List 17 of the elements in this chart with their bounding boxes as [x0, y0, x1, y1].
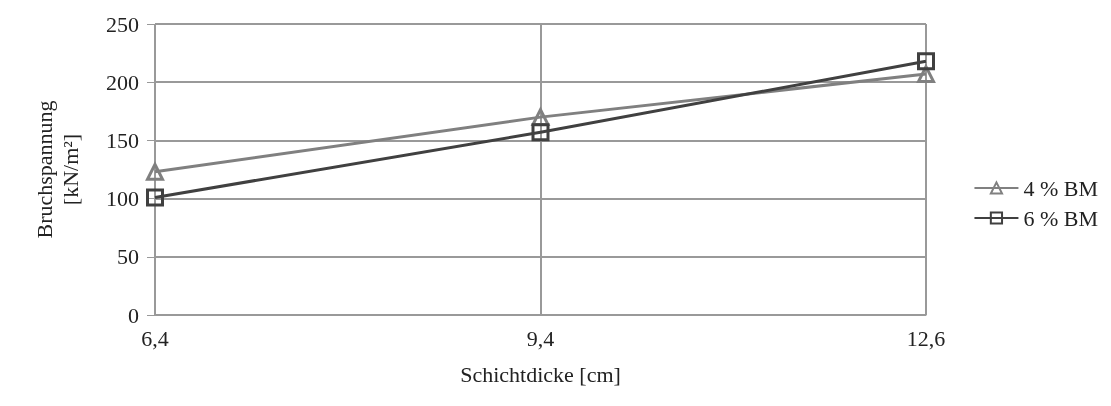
y-tick-label: 0: [128, 302, 139, 328]
point: [531, 123, 550, 142]
x-axis-title: Schichtdicke [cm]: [460, 361, 621, 387]
y-tick-label: 100: [106, 186, 139, 212]
y-tick-label: 150: [106, 127, 139, 153]
point: [146, 188, 164, 207]
y-axis-title: Bruchspannung [kN/m²]: [31, 100, 83, 239]
x-tick-label: 9,4: [526, 325, 555, 351]
point: [146, 162, 164, 181]
x-tick-label: 6,4: [141, 325, 169, 351]
x-tick-label: 12,6: [906, 325, 946, 351]
legend-label: 4 % BM: [1023, 175, 1098, 201]
y-tick-label: 250: [106, 11, 139, 37]
y-tick-label: 200: [106, 69, 139, 95]
point: [917, 52, 935, 71]
y-tick-label: 50: [117, 244, 139, 270]
legend-label: 6 % BM: [1023, 205, 1098, 231]
